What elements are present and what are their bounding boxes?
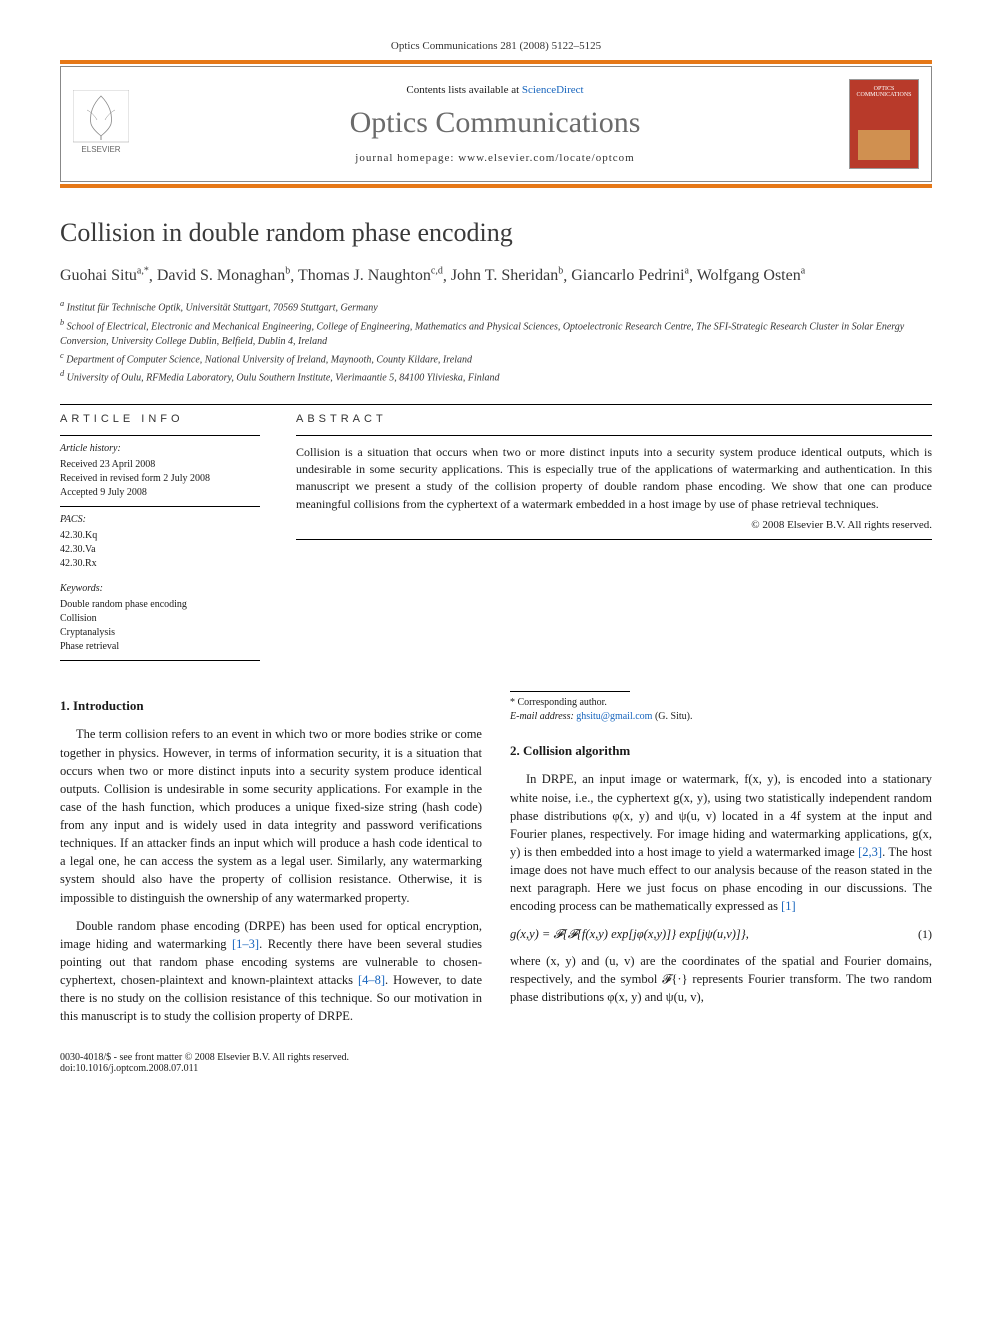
ref-link[interactable]: [2,3] [858, 845, 882, 859]
pacs-label: PACS: [60, 513, 260, 527]
affiliation: a Institut für Technische Optik, Univers… [60, 298, 932, 315]
divider [60, 435, 260, 436]
article-title: Collision in double random phase encodin… [60, 218, 932, 248]
front-matter: 0030-4018/$ - see front matter © 2008 El… [60, 1052, 349, 1063]
email-link[interactable]: ghsitu@gmail.com [576, 711, 652, 722]
affiliation: d University of Oulu, RFMedia Laboratory… [60, 368, 932, 385]
keyword: Phase retrieval [60, 640, 260, 654]
contents-available: Contents lists available at ScienceDirec… [141, 84, 849, 96]
article-page: Optics Communications 281 (2008) 5122–51… [0, 0, 992, 1114]
info-abstract-row: ARTICLE INFO Article history: Received 2… [60, 413, 932, 667]
footnote-divider [510, 691, 630, 692]
author: Thomas J. Naughtonc,d [298, 267, 443, 284]
email-line: E-mail address: ghsitu@gmail.com (G. Sit… [510, 710, 932, 724]
corresponding-author: * Corresponding author. [510, 696, 932, 710]
elsevier-wordmark: ELSEVIER [81, 145, 120, 154]
header-center: Contents lists available at ScienceDirec… [141, 84, 849, 164]
author: Guohai Situa,* [60, 267, 149, 284]
ref-link[interactable]: [4–8] [358, 973, 385, 987]
affiliation: c Department of Computer Science, Nation… [60, 350, 932, 367]
info-heading: ARTICLE INFO [60, 413, 260, 425]
affiliation: b School of Electrical, Electronic and M… [60, 317, 932, 349]
ref-link[interactable]: [1] [781, 899, 796, 913]
abstract: ABSTRACT Collision is a situation that o… [296, 413, 932, 667]
author: Giancarlo Pedrinia [571, 267, 689, 284]
journal-cover-thumb: OPTICS COMMUNICATIONS [849, 79, 919, 169]
pacs-item: 42.30.Va [60, 543, 260, 557]
journal-name: Optics Communications [141, 106, 849, 140]
journal-header: ELSEVIER Contents lists available at Sci… [60, 66, 932, 182]
elsevier-tree-icon: ELSEVIER [73, 90, 129, 154]
accent-bar-top [60, 60, 932, 64]
body-text: 1. Introduction The term collision refer… [60, 691, 932, 1028]
homepage-label: journal homepage: [355, 152, 458, 164]
author: David S. Monaghanb [157, 267, 290, 284]
section-heading-intro: 1. Introduction [60, 697, 482, 716]
cover-thumb-label: OPTICS COMMUNICATIONS [850, 86, 918, 98]
abstract-text: Collision is a situation that occurs whe… [296, 444, 932, 514]
paragraph: Double random phase encoding (DRPE) has … [60, 917, 482, 1026]
paragraph: In DRPE, an input image or watermark, f(… [510, 770, 932, 915]
contents-prefix: Contents lists available at [406, 84, 521, 96]
footnotes: * Corresponding author. E-mail address: … [510, 696, 932, 724]
history-label: Article history: [60, 442, 260, 456]
email-label: E-mail address: [510, 711, 576, 722]
section-heading-collision: 2. Collision algorithm [510, 742, 932, 761]
author: Wolfgang Ostena [697, 267, 805, 284]
accent-bar-bottom [60, 184, 932, 188]
history-item: Received in revised form 2 July 2008 [60, 472, 260, 486]
footer-left: 0030-4018/$ - see front matter © 2008 El… [60, 1052, 349, 1074]
equation-body: g(x,y) = 𝓕{𝓕{f(x,y) exp[jφ(x,y)]} exp[jψ… [510, 925, 749, 943]
authors-list: Guohai Situa,*, David S. Monaghanb, Thom… [60, 264, 932, 288]
paragraph: where (x, y) and (u, v) are the coordina… [510, 952, 932, 1006]
journal-homepage: journal homepage: www.elsevier.com/locat… [141, 152, 849, 164]
elsevier-logo: ELSEVIER [61, 90, 141, 158]
keyword: Double random phase encoding [60, 598, 260, 612]
divider [60, 404, 932, 405]
abstract-copyright: © 2008 Elsevier B.V. All rights reserved… [296, 519, 932, 531]
affiliations: a Institut für Technische Optik, Univers… [60, 298, 932, 385]
homepage-url: www.elsevier.com/locate/optcom [458, 152, 635, 164]
pacs-item: 42.30.Kq [60, 529, 260, 543]
divider [296, 435, 932, 436]
page-footer: 0030-4018/$ - see front matter © 2008 El… [60, 1052, 932, 1074]
header-citation: Optics Communications 281 (2008) 5122–51… [60, 40, 932, 52]
keyword: Cryptanalysis [60, 626, 260, 640]
divider [296, 539, 932, 540]
keywords-label: Keywords: [60, 582, 260, 596]
email-suffix: (G. Situ). [652, 711, 692, 722]
ref-link[interactable]: [1–3] [232, 937, 259, 951]
divider [60, 660, 260, 661]
paragraph: The term collision refers to an event in… [60, 725, 482, 906]
history-item: Received 23 April 2008 [60, 458, 260, 472]
history-item: Accepted 9 July 2008 [60, 486, 260, 500]
pacs-item: 42.30.Rx [60, 557, 260, 571]
keyword: Collision [60, 612, 260, 626]
doi: doi:10.1016/j.optcom.2008.07.011 [60, 1063, 349, 1074]
equation-number: (1) [918, 926, 932, 943]
author: John T. Sheridanb [451, 267, 563, 284]
article-info: ARTICLE INFO Article history: Received 2… [60, 413, 260, 667]
divider [60, 506, 260, 507]
equation: g(x,y) = 𝓕{𝓕{f(x,y) exp[jφ(x,y)]} exp[jψ… [510, 925, 932, 943]
sciencedirect-link[interactable]: ScienceDirect [522, 84, 584, 96]
abstract-heading: ABSTRACT [296, 413, 932, 425]
